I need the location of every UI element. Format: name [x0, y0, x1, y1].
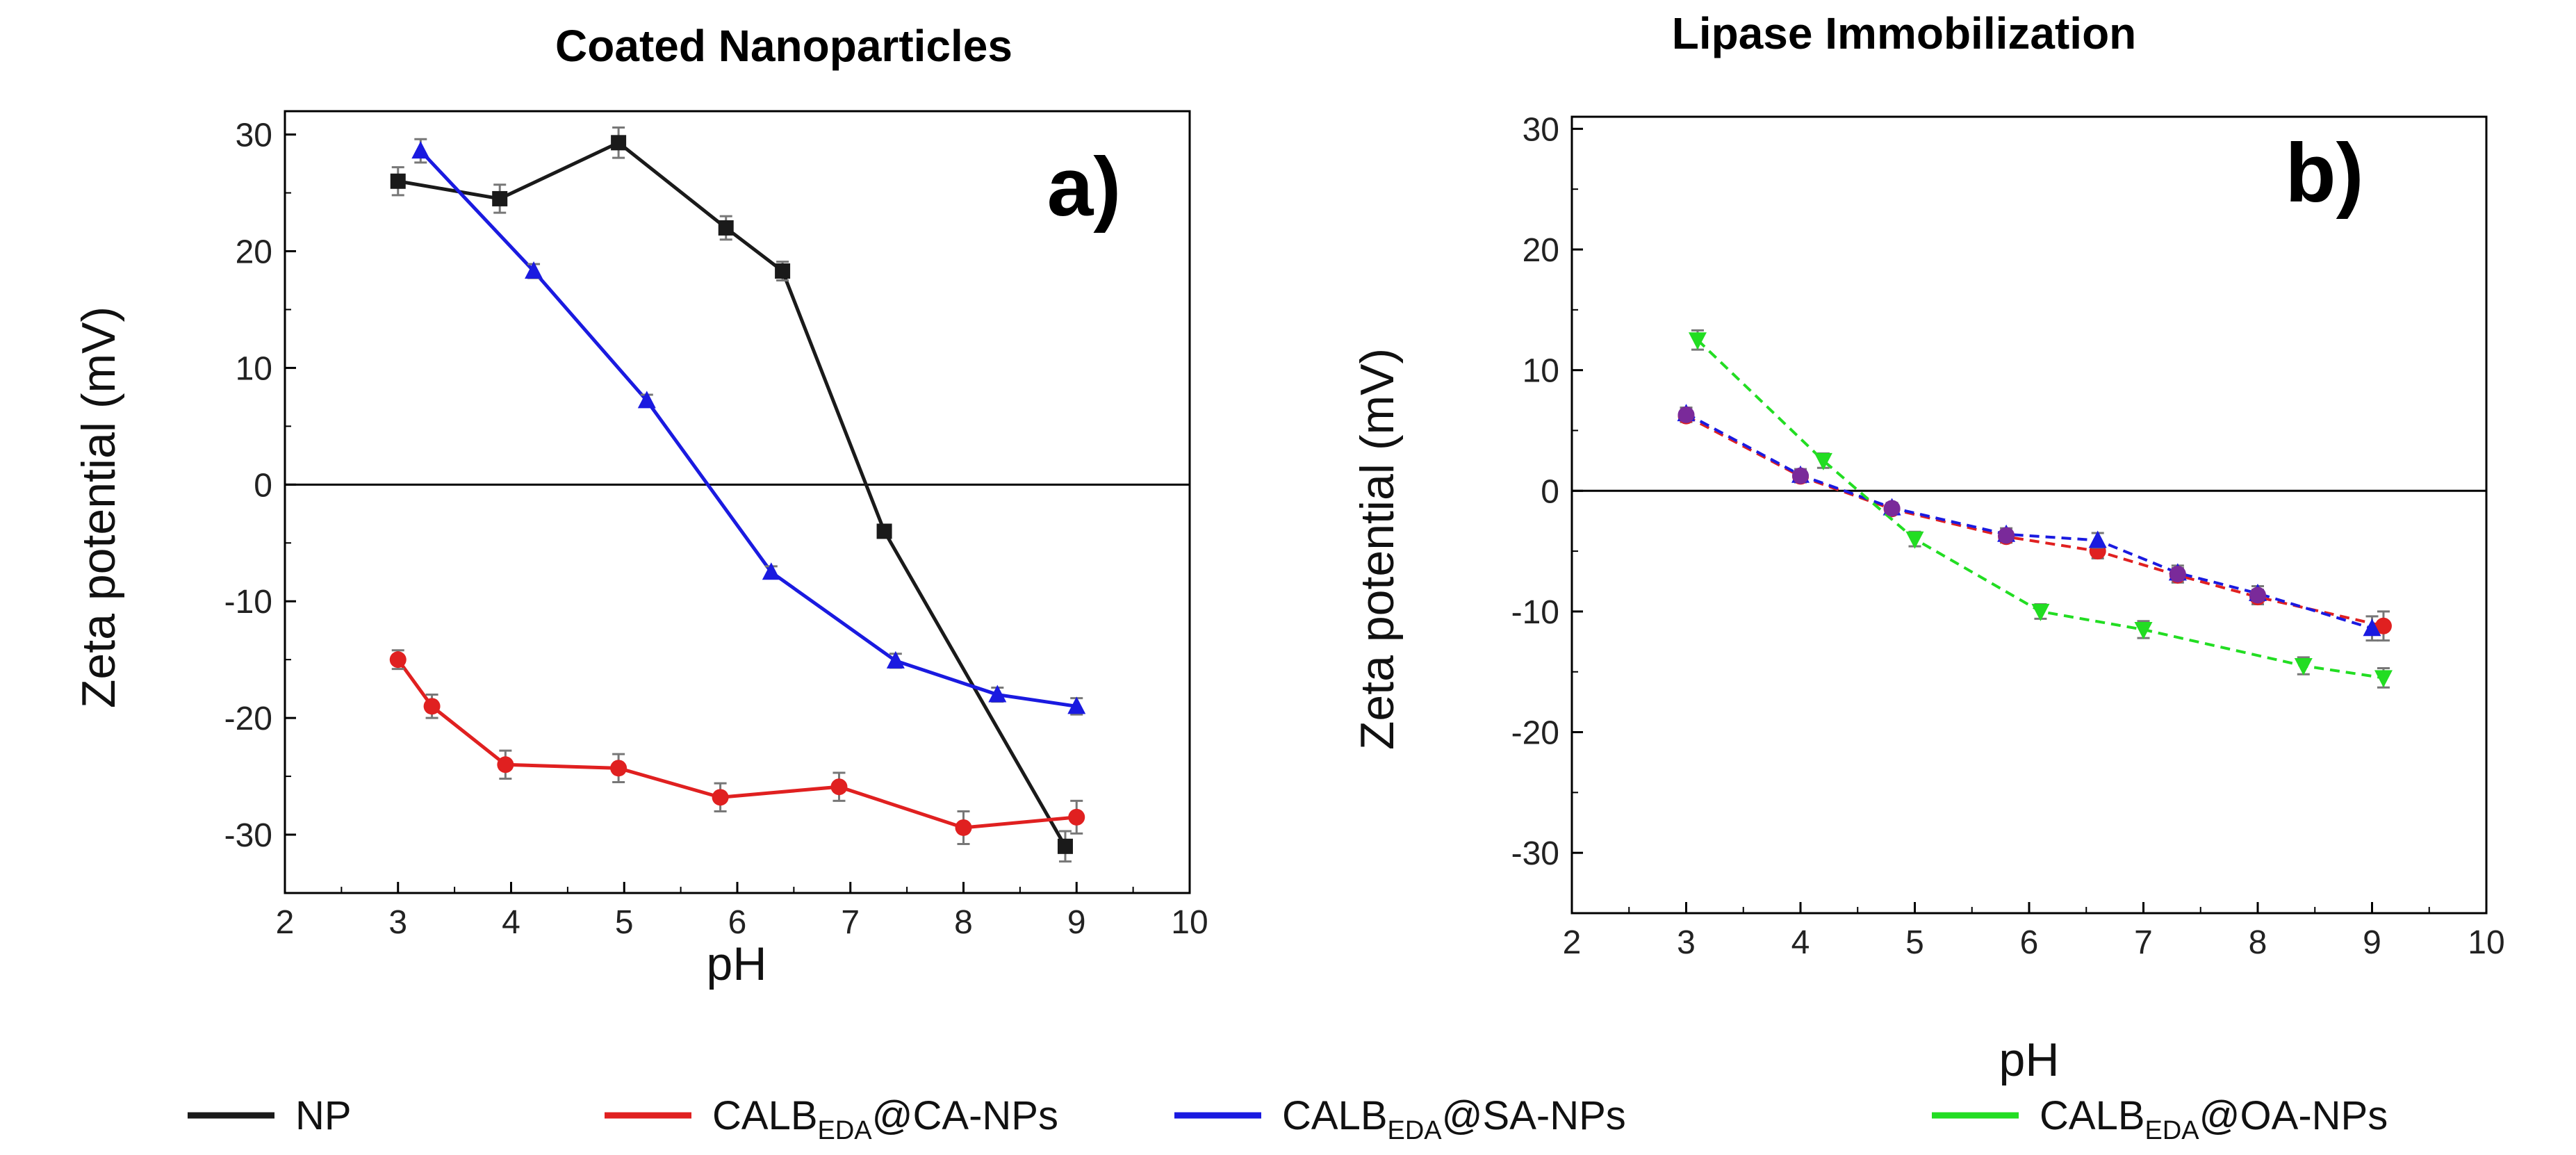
x-tick-label: 2 — [1563, 924, 1582, 961]
data-point — [955, 819, 972, 836]
data-point — [391, 174, 406, 189]
y-tick-label: -30 — [224, 817, 272, 854]
series — [411, 139, 1085, 714]
x-tick-label: 6 — [728, 904, 747, 941]
panel-a-coated-nanoparticles: Coated Nanoparticles 2 3 4 5 6 7 8 9 10 -30 -20 -10… — [72, 21, 1208, 990]
y-axis-label: Zeta potential (mV) — [1351, 348, 1404, 750]
legend-label: CALBEDA@OA-NPs — [2040, 1093, 2388, 1145]
x-axis-label: pH — [1999, 1033, 2060, 1086]
series — [391, 128, 1073, 862]
y-axis-label: Zeta potential (mV) — [72, 306, 125, 708]
x-tick-label: 7 — [2134, 924, 2153, 961]
data-point — [610, 760, 627, 776]
series-line — [420, 151, 1076, 706]
data-point — [1058, 839, 1073, 854]
y-tick-label: 30 — [236, 117, 272, 154]
data-point — [887, 651, 905, 669]
y-tick-label: 10 — [236, 350, 272, 387]
series-group — [390, 128, 1086, 862]
series — [1689, 330, 2393, 687]
legend-label: NP — [295, 1093, 352, 1138]
x-tick-label: 8 — [2249, 924, 2267, 961]
x-tick-label: 5 — [1905, 924, 1924, 961]
legend-label: CALBEDA@CA-NPs — [712, 1093, 1058, 1145]
y-tick-label: -10 — [224, 584, 272, 621]
data-point — [1998, 527, 2015, 544]
series-line — [398, 142, 1065, 846]
x-tick-label: 9 — [2363, 924, 2381, 961]
y-tick-label: -10 — [1511, 594, 1559, 631]
legend-item: CALBEDA@SA-NPs — [1174, 1093, 1626, 1145]
legend: NP CALBEDA@CA-NPs CALBEDA@SA-NPs CALBEDA@OA… — [188, 1093, 2388, 1145]
plot-frame — [1572, 117, 2486, 913]
x-tick-label: 3 — [1677, 924, 1696, 961]
data-point — [1068, 809, 1085, 826]
data-point — [411, 141, 429, 158]
data-point — [611, 135, 626, 150]
x-tick-label: 4 — [502, 904, 520, 941]
y-tick-label: -30 — [1511, 835, 1559, 872]
data-point — [775, 263, 790, 279]
data-point — [830, 778, 847, 795]
legend-item: NP — [188, 1093, 352, 1138]
panel-label: b) — [2285, 126, 2363, 220]
series-line — [1687, 413, 2372, 628]
data-point — [390, 651, 407, 668]
series — [390, 650, 1085, 844]
data-point — [2089, 530, 2107, 548]
series-line — [1687, 416, 2384, 626]
data-point — [424, 698, 441, 714]
x-tick-label: 8 — [954, 904, 973, 941]
x-tick-label: 7 — [841, 904, 860, 941]
panel-b-lipase-immobilization: Lipase Immobilization 2 3 4 5 6 7 8 9 10 -30 -20 -1… — [1351, 8, 2505, 1086]
legend-label: CALBEDA@SA-NPs — [1282, 1093, 1626, 1145]
y-tick-label: 0 — [254, 467, 272, 504]
x-tick-label: 10 — [1171, 904, 1208, 941]
y-tick-label: 20 — [1523, 232, 1559, 269]
x-tick-label: 5 — [615, 904, 634, 941]
data-point — [1678, 407, 1695, 423]
series — [1678, 407, 2267, 604]
y-tick-label: -20 — [224, 701, 272, 737]
data-point — [2249, 587, 2266, 603]
data-point — [2374, 670, 2393, 687]
data-point — [1792, 468, 1809, 484]
figure: Coated Nanoparticles 2 3 4 5 6 7 8 9 10 -30 -20 -10… — [0, 0, 2576, 1155]
x-tick-label: 3 — [388, 904, 407, 941]
series — [1677, 404, 2381, 640]
x-tick-label: 9 — [1067, 904, 1086, 941]
y-tick-label: 30 — [1523, 111, 1559, 148]
chart-title: Coated Nanoparticles — [555, 21, 1012, 71]
data-point — [492, 191, 507, 206]
y-tick-label: 10 — [1523, 353, 1559, 390]
series-line — [398, 660, 1077, 828]
data-point — [2295, 658, 2313, 675]
legend-item: CALBEDA@OA-NPs — [1932, 1093, 2388, 1145]
data-point — [1884, 500, 1901, 516]
data-point — [1906, 532, 1924, 549]
y-tick-label: -20 — [1511, 715, 1559, 752]
data-point — [877, 523, 892, 539]
series-group — [1677, 330, 2393, 687]
x-tick-label: 10 — [2468, 924, 2504, 961]
y-tick-label: 20 — [236, 234, 272, 270]
legend-item: CALBEDA@CA-NPs — [605, 1093, 1058, 1145]
x-tick-label: 2 — [276, 904, 295, 941]
y-tick-label: 0 — [1541, 473, 1559, 510]
data-point — [2031, 604, 2049, 621]
data-point — [2169, 566, 2186, 582]
data-point — [497, 756, 514, 773]
x-tick-label: 6 — [2020, 924, 2039, 961]
data-point — [719, 220, 734, 236]
series-line — [1698, 340, 2384, 678]
panel-label: a) — [1047, 140, 1122, 234]
data-point — [712, 789, 729, 805]
x-tick-label: 4 — [1791, 924, 1810, 961]
chart-title: Lipase Immobilization — [1672, 8, 2137, 58]
x-axis-label: pH — [707, 937, 767, 990]
